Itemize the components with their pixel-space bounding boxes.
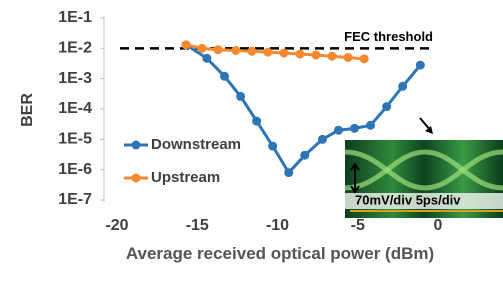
data-point xyxy=(252,117,261,126)
legend-marker xyxy=(132,141,141,150)
data-point xyxy=(416,61,425,70)
data-point xyxy=(236,92,245,101)
y-axis-label: BER xyxy=(19,93,36,127)
y-tick-label: 1E-1 xyxy=(58,9,92,26)
data-point xyxy=(247,47,256,56)
data-point xyxy=(366,121,375,130)
x-tick-label: -15 xyxy=(186,217,209,234)
data-point xyxy=(398,82,407,91)
data-point xyxy=(334,126,343,135)
data-point xyxy=(382,102,391,111)
data-point xyxy=(182,40,191,49)
data-point xyxy=(263,48,272,57)
data-point xyxy=(318,135,327,144)
threshold-label: FEC threshold xyxy=(344,29,433,44)
data-point xyxy=(344,53,353,62)
y-tick-label: 1E-7 xyxy=(58,191,92,208)
data-point xyxy=(350,124,359,133)
page: 70mV/div 5ps/div BER 1E-1 1E-2 1E-3 1E-4 1E-… xyxy=(0,0,503,297)
data-point xyxy=(231,46,240,55)
data-point xyxy=(220,72,229,81)
data-point xyxy=(198,44,207,53)
data-point xyxy=(214,45,223,54)
y-tick-label: 1E-3 xyxy=(58,70,92,87)
data-point xyxy=(284,168,293,177)
data-point xyxy=(360,54,369,63)
y-tick-label: 1E-6 xyxy=(58,161,92,178)
x-tick-label: -5 xyxy=(351,217,365,234)
data-point xyxy=(279,49,288,58)
data-point xyxy=(300,151,309,160)
y-tick-label: 1E-2 xyxy=(58,40,92,57)
data-point xyxy=(295,50,304,59)
y-tick-label: 1E-4 xyxy=(58,100,92,117)
inset-label: 70mV/div 5ps/div xyxy=(355,192,461,207)
data-point xyxy=(268,142,277,151)
y-tick-label: 1E-5 xyxy=(58,131,92,148)
data-point xyxy=(312,51,321,60)
data-point xyxy=(328,52,337,61)
data-point xyxy=(202,54,211,63)
legend-marker xyxy=(132,174,141,183)
x-tick-label: -10 xyxy=(266,217,289,234)
series-line xyxy=(186,45,364,59)
legend-label: Upstream xyxy=(151,169,220,186)
legend-label: Downstream xyxy=(151,136,241,153)
x-tick-label: 0 xyxy=(434,217,443,234)
x-tick-label: -20 xyxy=(105,217,128,234)
x-axis-label: Average received optical power (dBm) xyxy=(110,240,450,267)
